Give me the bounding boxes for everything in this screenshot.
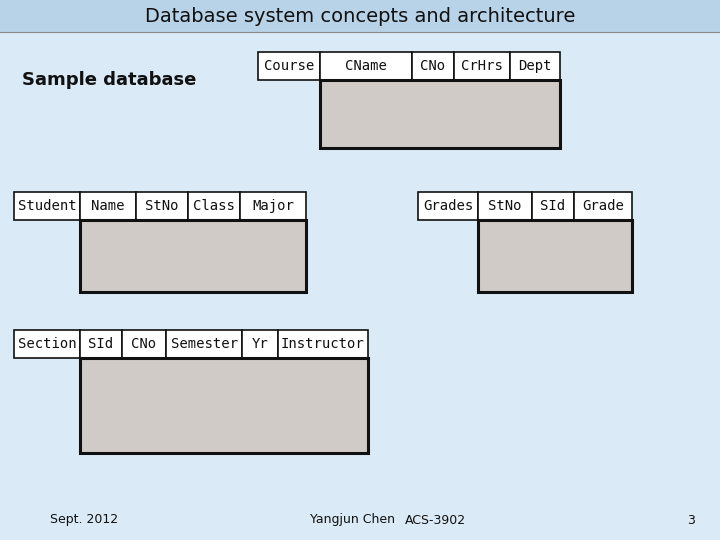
Bar <box>454 52 510 80</box>
Text: 3: 3 <box>687 514 695 526</box>
Text: Yr: Yr <box>251 337 269 351</box>
Bar <box>278 330 368 358</box>
Bar <box>242 330 278 358</box>
Bar <box>80 220 306 292</box>
Text: Name: Name <box>91 199 125 213</box>
Bar <box>80 330 122 358</box>
Text: Course: Course <box>264 59 314 73</box>
Bar <box>188 192 240 220</box>
Text: Sample database: Sample database <box>22 71 197 89</box>
Bar <box>532 192 574 220</box>
Bar <box>320 52 412 80</box>
Text: CName: CName <box>345 59 387 73</box>
Text: Section: Section <box>18 337 76 351</box>
Text: StNo: StNo <box>488 199 522 213</box>
Bar <box>80 358 368 453</box>
Text: CrHrs: CrHrs <box>461 59 503 73</box>
Text: Database system concepts and architecture: Database system concepts and architectur… <box>145 6 575 25</box>
Text: CNo: CNo <box>420 59 446 73</box>
Bar <box>478 192 532 220</box>
Text: Instructor: Instructor <box>281 337 365 351</box>
Text: Class: Class <box>193 199 235 213</box>
Bar <box>14 330 80 358</box>
Bar <box>418 192 478 220</box>
Text: Student: Student <box>18 199 76 213</box>
Bar <box>258 52 320 80</box>
Bar <box>122 330 166 358</box>
Text: Dept: Dept <box>518 59 552 73</box>
Bar <box>320 80 560 148</box>
Text: Semester: Semester <box>171 337 238 351</box>
Text: Yangjun Chen: Yangjun Chen <box>310 514 395 526</box>
Text: Sept. 2012: Sept. 2012 <box>50 514 118 526</box>
Bar <box>510 52 560 80</box>
Text: StNo: StNo <box>145 199 179 213</box>
Bar <box>240 192 306 220</box>
Text: SId: SId <box>541 199 566 213</box>
Text: CNo: CNo <box>132 337 156 351</box>
Text: Grades: Grades <box>423 199 473 213</box>
Bar <box>166 330 242 358</box>
Bar <box>14 192 80 220</box>
Text: Grade: Grade <box>582 199 624 213</box>
Bar <box>478 220 632 292</box>
Text: Major: Major <box>252 199 294 213</box>
Bar <box>574 192 632 220</box>
Text: ACS-3902: ACS-3902 <box>405 514 466 526</box>
Bar <box>80 192 136 220</box>
Text: SId: SId <box>89 337 114 351</box>
Bar <box>0 0 720 32</box>
Bar <box>136 192 188 220</box>
Bar <box>412 52 454 80</box>
